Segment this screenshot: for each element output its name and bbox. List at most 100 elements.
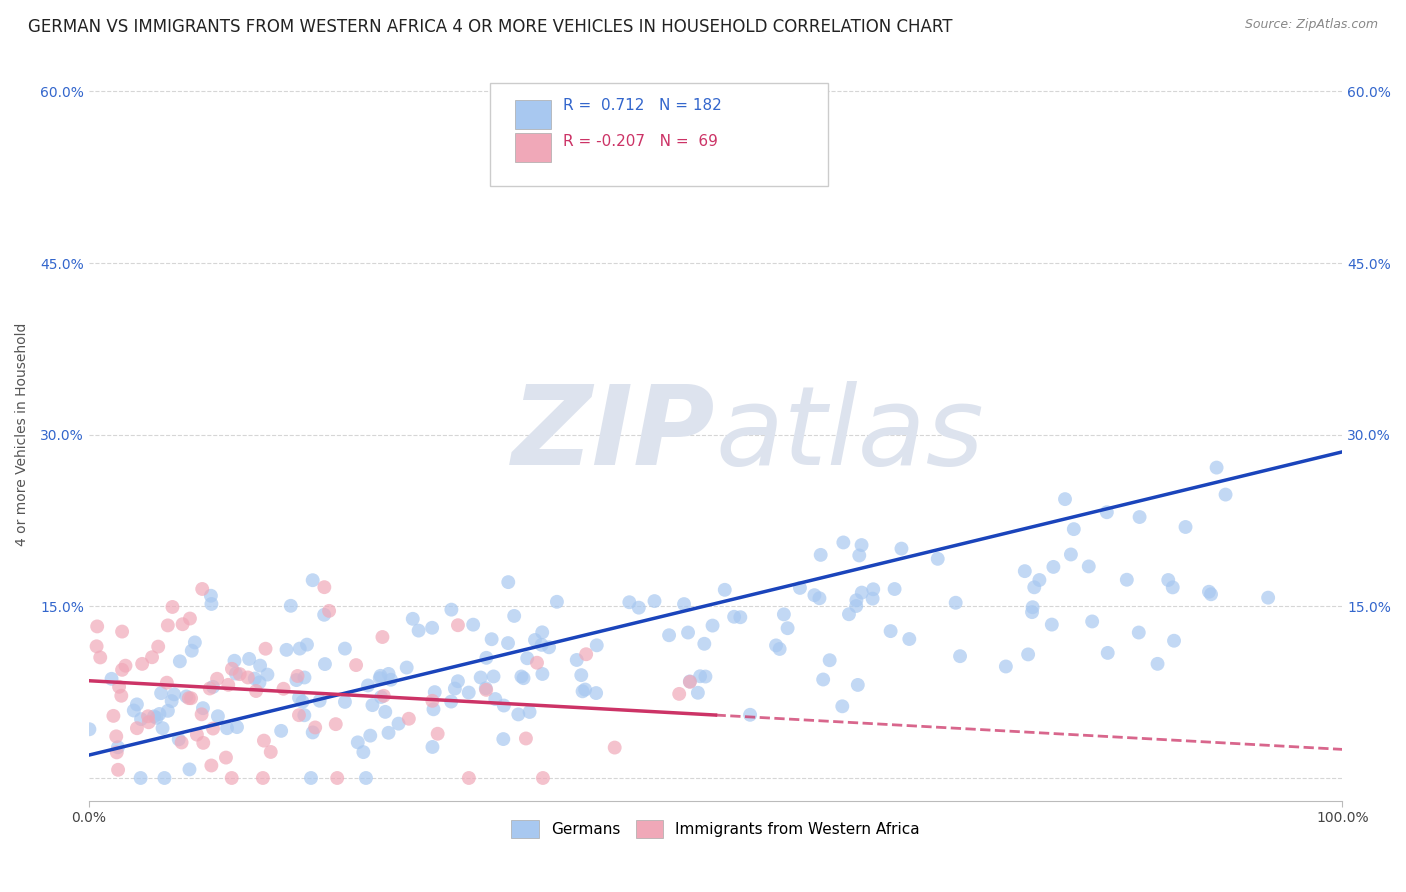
Point [457,685,479,699]
Point [831,699,853,714]
Point [845,593,868,607]
Point [380,673,402,687]
Point [1042,560,1064,574]
Point [325,717,347,731]
Point [883,582,905,596]
Point [131,657,153,671]
Point [361,698,384,713]
Point [695,669,717,683]
Point [1157,573,1180,587]
Point [644,594,666,608]
Point [253,733,276,747]
Point [1146,657,1168,671]
Point [395,660,418,674]
Point [738,707,761,722]
Point [180,643,202,657]
Point [574,682,596,697]
Point [373,689,395,703]
Point [702,618,724,632]
Point [103,709,125,723]
Point [370,669,392,683]
Point [191,701,214,715]
Point [215,721,238,735]
Point [221,771,243,785]
Point [110,689,132,703]
Text: atlas: atlas [716,381,984,488]
Point [686,686,709,700]
Point [422,694,444,708]
Point [190,707,212,722]
Point [862,591,884,606]
Point [846,678,869,692]
Point [773,607,796,622]
Text: ZIP: ZIP [512,381,716,488]
Point [1198,584,1220,599]
Point [531,625,554,640]
Point [810,548,832,562]
Point [243,672,266,686]
Point [238,652,260,666]
Point [280,599,302,613]
Point [1063,522,1085,536]
Point [249,658,271,673]
Point [207,709,229,723]
Point [1163,633,1185,648]
Point [679,674,702,689]
Point [492,732,515,747]
Point [217,678,239,692]
Point [1097,646,1119,660]
Point [256,667,278,681]
Point [294,670,316,684]
Point [475,681,498,696]
Point [463,617,485,632]
Point [225,666,247,681]
Point [1021,600,1043,615]
Point [851,585,873,599]
Point [252,771,274,785]
Point [295,638,318,652]
Point [426,727,449,741]
Point [658,628,681,642]
Point [224,654,246,668]
Point [344,658,367,673]
Point [108,680,131,694]
Point [352,745,374,759]
Y-axis label: 4 or more Vehicles in Household: 4 or more Vehicles in Household [15,323,30,547]
Point [176,690,198,704]
Point [679,674,702,689]
Point [148,706,170,721]
Point [1128,625,1150,640]
Point [152,721,174,735]
Point [163,687,186,701]
Point [249,675,271,690]
Point [668,687,690,701]
Point [1028,573,1050,587]
Point [111,663,134,677]
Point [512,671,534,685]
Point [215,750,238,764]
Point [571,684,593,698]
Text: Source: ZipAtlas.com: Source: ZipAtlas.com [1244,18,1378,31]
Legend: Germans, Immigrants from Western Africa: Germans, Immigrants from Western Africa [505,814,927,845]
Point [374,705,396,719]
Point [862,582,884,597]
Point [156,675,179,690]
Point [673,597,696,611]
Point [949,649,972,664]
Point [496,636,519,650]
Point [765,639,787,653]
Point [776,621,799,635]
Point [422,702,444,716]
Point [565,653,588,667]
Point [314,580,336,594]
Point [848,549,870,563]
Point [526,656,548,670]
Point [202,722,225,736]
Point [387,716,409,731]
Text: R =  0.712   N = 182: R = 0.712 N = 182 [562,97,721,112]
Point [288,690,311,705]
Point [627,600,650,615]
Point [254,641,277,656]
Point [531,667,554,681]
Point [516,651,538,665]
